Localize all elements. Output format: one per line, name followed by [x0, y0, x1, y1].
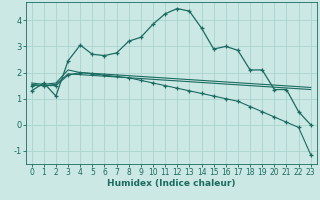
X-axis label: Humidex (Indice chaleur): Humidex (Indice chaleur): [107, 179, 236, 188]
